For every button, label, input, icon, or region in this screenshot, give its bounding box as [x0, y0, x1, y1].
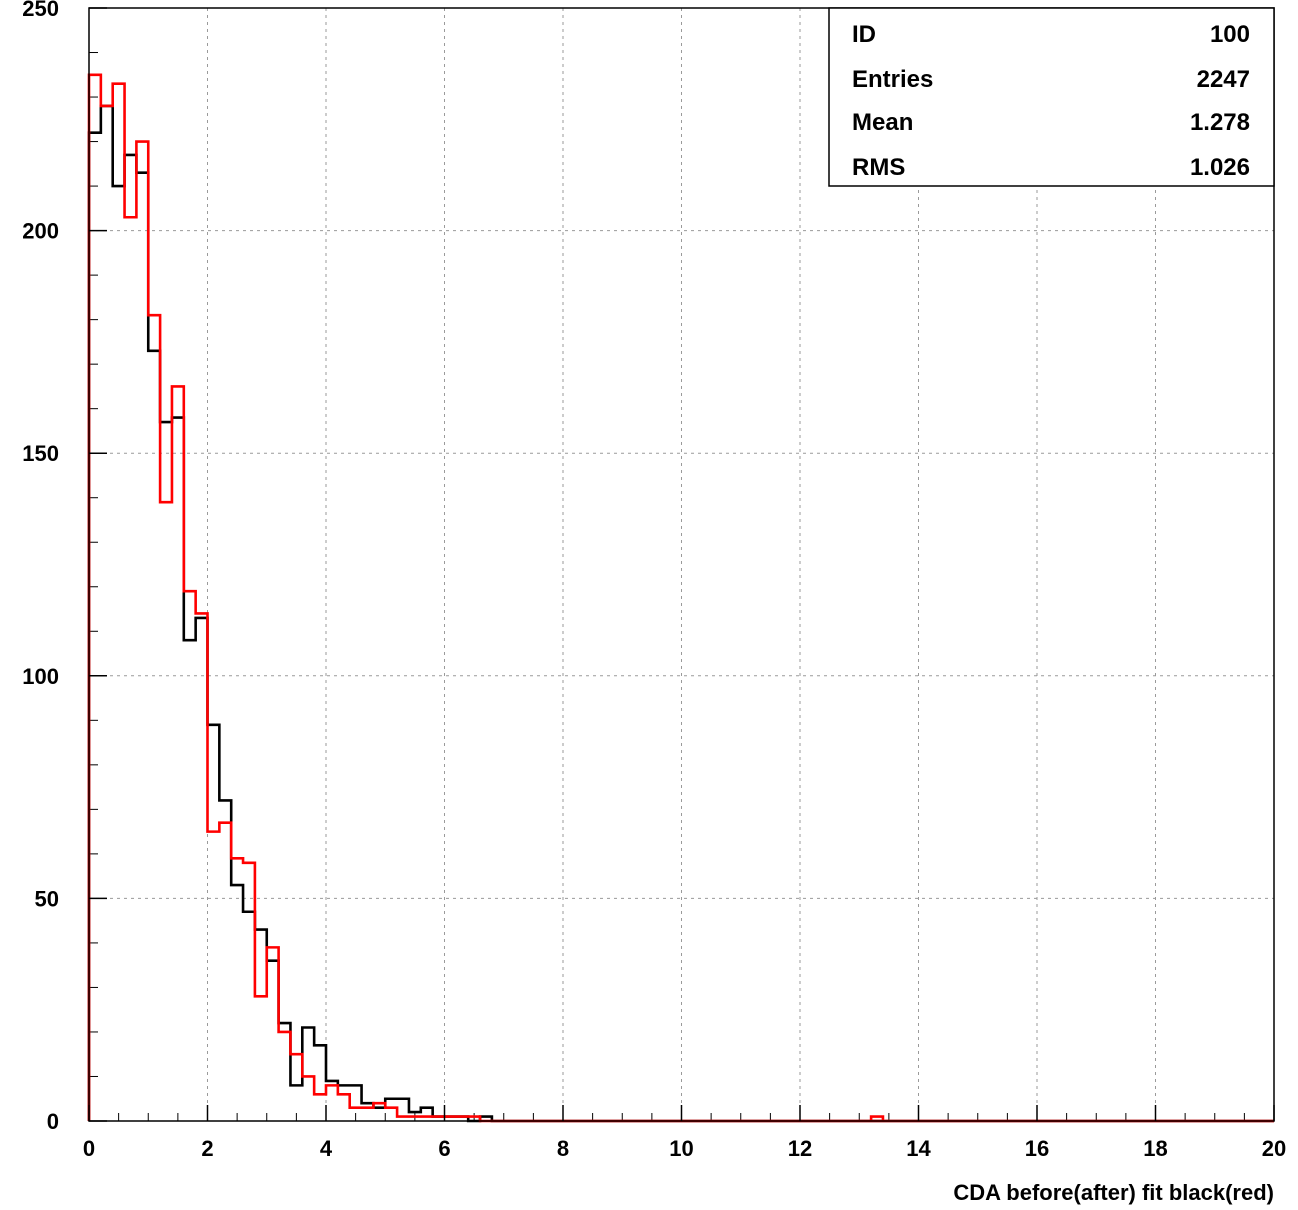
- x-tick-label: 18: [1143, 1136, 1167, 1161]
- x-tick-label: 0: [83, 1136, 95, 1161]
- x-axis-ticks: 0 2 4 6 8 10 12 14 16 18 20: [83, 1105, 1286, 1161]
- stats-box: ID 100 Entries 2247 Mean 1.278 RMS 1.026: [828, 7, 1275, 187]
- histogram-series-before: [87, 104, 1274, 1123]
- x-tick-label: 20: [1262, 1136, 1286, 1161]
- x-tick-label: 2: [201, 1136, 213, 1161]
- histogram-bin: [869, 1115, 885, 1121]
- series-layer: [87, 73, 1274, 1123]
- y-tick-label: 200: [22, 219, 59, 244]
- stats-label-mean: Mean: [852, 109, 913, 136]
- histogram-series-after: [87, 73, 1274, 1123]
- minor-ticks: [89, 52, 1245, 1121]
- x-tick-label: 6: [438, 1136, 450, 1161]
- y-axis-ticks: 0 50 100 150 200 250: [22, 0, 107, 1134]
- stats-label-entries: Entries: [852, 66, 933, 93]
- y-tick-label: 0: [47, 1109, 59, 1134]
- stats-label-rms: RMS: [852, 154, 905, 181]
- y-tick-label: 150: [22, 441, 59, 466]
- x-tick-label: 14: [906, 1136, 931, 1161]
- stats-label-id: ID: [852, 21, 876, 48]
- y-tick-label: 50: [35, 886, 59, 911]
- stats-value-id: 100: [1210, 21, 1250, 48]
- stats-value-entries: 2247: [1197, 66, 1250, 93]
- y-tick-label: 100: [22, 664, 59, 689]
- x-tick-label: 16: [1025, 1136, 1049, 1161]
- x-axis-label: CDA before(after) fit black(red): [953, 1180, 1274, 1205]
- x-tick-label: 12: [788, 1136, 812, 1161]
- x-tick-label: 4: [320, 1136, 333, 1161]
- y-tick-label: 250: [22, 0, 59, 21]
- stats-value-rms: 1.026: [1190, 154, 1250, 181]
- stats-box-frame: [828, 7, 1275, 187]
- grid-lines: [89, 8, 1274, 1121]
- x-tick-label: 10: [669, 1136, 693, 1161]
- stats-value-mean: 1.278: [1190, 109, 1250, 136]
- x-tick-label: 8: [557, 1136, 569, 1161]
